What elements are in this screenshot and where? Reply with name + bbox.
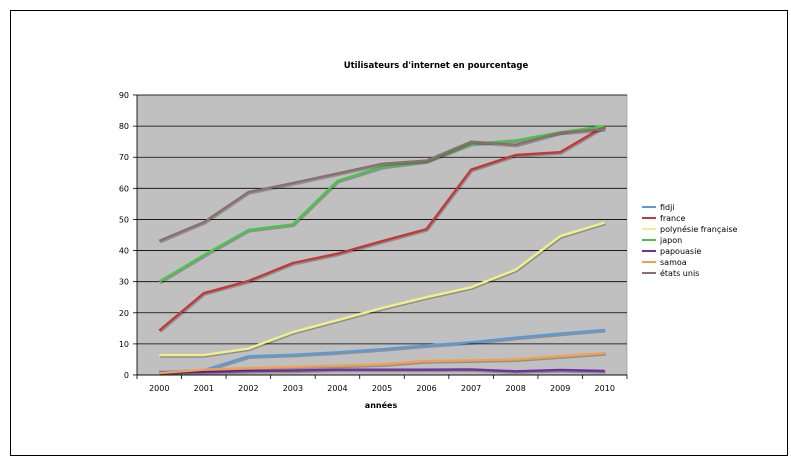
x-tick-label: 2009	[550, 384, 570, 393]
series-line-4	[159, 368, 605, 374]
legend-item-label: polynésie française	[660, 224, 738, 234]
y-tick-label: 30	[119, 278, 129, 287]
x-tick-label: 2005	[372, 384, 392, 393]
x-tick-label: 2003	[283, 384, 303, 393]
chart-title: Utilisateurs d'internet en pourcentage	[344, 61, 529, 71]
plot-area	[136, 94, 628, 376]
series-line-1	[158, 125, 606, 332]
series-line-2	[159, 221, 606, 357]
y-tick-label: 80	[119, 122, 129, 131]
y-tick-label: 50	[119, 215, 129, 224]
series-line-6	[158, 128, 605, 243]
series-line-3	[158, 124, 605, 283]
x-axis: 2000 2001 2002 2003 2004 2005 2006 2007 2008 2009…	[136, 374, 628, 393]
chart-frame: Utilisateurs d'internet en pourcentage 0…	[10, 10, 788, 456]
y-tick-label: 20	[119, 309, 129, 318]
x-tick-label: 2001	[194, 384, 214, 393]
x-axis-title: années	[365, 400, 398, 410]
x-tick-label: 2004	[327, 384, 347, 393]
series-line-0	[159, 328, 605, 374]
y-tick-label: 60	[119, 184, 129, 193]
x-tick-label: 2006	[416, 384, 436, 393]
x-tick-label: 2007	[461, 384, 481, 393]
legend-item-label: france	[660, 214, 685, 223]
legend-item-label: japon	[659, 236, 682, 245]
legend-item-label: samoa	[660, 258, 687, 267]
legend-item-label: fidji	[660, 203, 675, 212]
line-chart: Utilisateurs d'internet en pourcentage 0…	[119, 61, 738, 410]
series-line-5	[159, 352, 605, 375]
y-tick-label: 40	[119, 247, 129, 256]
series-lines	[158, 124, 607, 376]
y-tick-label: 0	[124, 371, 129, 380]
x-tick-label: 2000	[149, 384, 169, 393]
y-tick-label: 70	[119, 153, 129, 162]
y-axis: 0 10 20 30 40 50 60 70 80 90	[119, 91, 138, 380]
y-tick-label: 90	[119, 91, 129, 100]
y-tick-label: 10	[119, 340, 129, 349]
x-tick-label: 2008	[505, 384, 525, 393]
legend-item-label: papouasie	[660, 247, 701, 256]
x-tick-label: 2002	[238, 384, 258, 393]
legend-item-label: états unis	[660, 268, 699, 278]
x-tick-label: 2010	[595, 384, 615, 393]
